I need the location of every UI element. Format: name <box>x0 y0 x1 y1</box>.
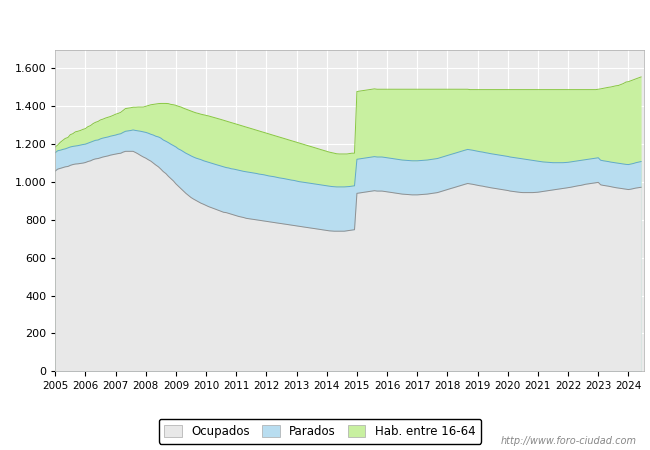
Text: Alfajarín - Evolucion de la poblacion en edad de Trabajar Mayo de 2024: Alfajarín - Evolucion de la poblacion en… <box>87 15 563 28</box>
Text: http://www.foro-ciudad.com: http://www.foro-ciudad.com <box>501 436 637 446</box>
Legend: Ocupados, Parados, Hab. entre 16-64: Ocupados, Parados, Hab. entre 16-64 <box>159 419 482 444</box>
